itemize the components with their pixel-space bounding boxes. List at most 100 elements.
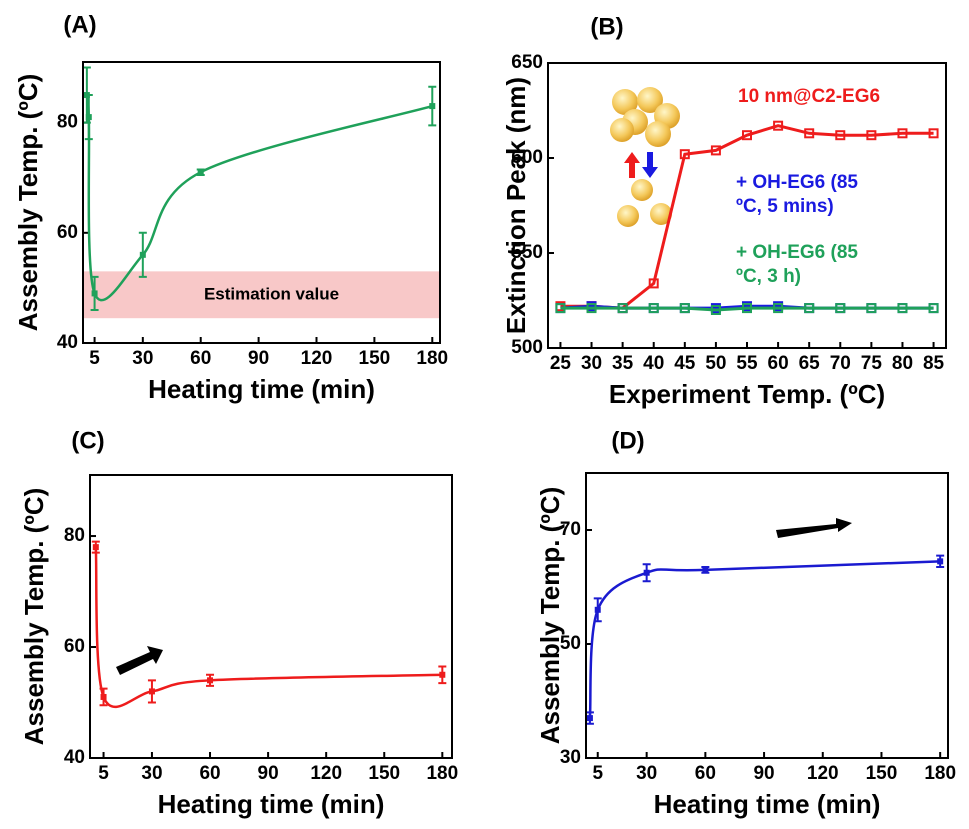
x-tick-label: 85 [923,353,945,374]
x-tick-label: 60 [190,348,211,369]
marker [92,544,99,551]
marker [866,303,877,314]
x-tick-label: 30 [581,353,602,374]
y-tick-label: 600 [511,147,543,168]
y-axis-label: Assembly Temp. (ºC) [19,488,49,746]
marker [773,120,784,131]
estimation-band [83,271,440,319]
x-tick-label: 30 [132,348,153,369]
x-tick-label: 90 [258,763,279,784]
x-tick-label: 5 [98,763,109,784]
y-tick-label: 60 [64,636,85,657]
x-tick-label: 30 [141,763,162,784]
marker [835,130,846,141]
marker [139,251,146,258]
marker [439,671,446,678]
annotation: Estimation value [204,284,339,303]
marker [710,305,721,315]
x-tick-label: 180 [924,763,956,784]
x-tick-label: 75 [861,353,883,374]
legend-label: + OH-EG6 (85 ºC, 5 mins) [736,172,858,217]
legend-entry: + OH-EG6 (85 ºC, 3 h) [736,242,858,287]
plot-frame [585,472,949,759]
marker [742,130,752,141]
marker [773,303,784,314]
marker [586,715,593,722]
line [560,306,934,312]
marker [937,558,944,565]
x-tick-label: 180 [426,763,458,784]
x-axis-label: Heating time (min) [148,374,375,404]
marker [148,688,155,695]
marker [207,677,214,684]
marker [555,303,566,314]
x-tick-label: 40 [643,353,664,374]
fit-curve [94,547,443,709]
x-tick-label: 120 [301,348,333,369]
marker [679,303,690,314]
marker [897,303,908,314]
fit-curve [588,560,941,719]
y-tick-label: 60 [57,222,78,243]
marker [835,303,846,314]
x-tick-label: 60 [768,353,789,374]
x-tick-label: 90 [753,763,774,784]
y-tick-label: 80 [64,525,85,546]
legend-entry: + OH-EG6 (85 ºC, 5 mins) [736,172,858,217]
marker [866,130,877,141]
y-tick-label: 30 [560,747,581,768]
marker [617,303,628,314]
trend-arrow [116,646,163,675]
marker [85,114,92,121]
x-tick-label: 70 [830,353,851,374]
x-tick-label: 5 [592,763,603,784]
x-tick-label: 55 [736,353,758,374]
marker [928,303,939,314]
x-tick-label: 50 [705,353,726,374]
panel-label: (C) [71,427,104,454]
x-axis-label: Experiment Temp. (ºC) [609,379,885,409]
nanoparticle-illustration [610,87,680,227]
marker [928,128,939,139]
x-tick-label: 90 [248,348,269,369]
marker [586,303,597,314]
y-axis-label: Assembly Temp. (ºC) [535,487,565,745]
x-tick-label: 80 [892,353,913,374]
x-tick-label: 45 [674,353,696,374]
x-tick-label: 30 [636,763,657,784]
plot-frame [89,474,453,759]
legend-label: 10 nm@C2-EG6 [738,86,881,107]
y-tick-label: 40 [57,332,78,353]
marker [648,278,659,289]
panel-label: (A) [63,11,96,38]
x-tick-label: 150 [368,763,400,784]
marker [710,145,721,156]
legend-label: + OH-EG6 (85 ºC, 3 h) [736,242,858,287]
x-tick-label: 120 [807,763,839,784]
trend-arrow [776,518,852,538]
panel-label: (D) [611,427,644,454]
y-tick-label: 500 [511,337,543,358]
x-tick-label: 35 [612,353,634,374]
marker [804,303,815,314]
y-tick-label: 70 [560,519,581,540]
plot-frame [82,61,441,344]
x-tick-label: 180 [416,348,448,369]
marker [742,303,752,314]
y-axis-label: Assembly Temp. (ºC) [13,74,43,332]
marker [702,566,709,573]
x-tick-label: 5 [89,348,100,369]
x-tick-label: 150 [359,348,391,369]
marker [429,103,436,110]
x-tick-label: 60 [199,763,220,784]
marker [897,128,908,139]
x-tick-label: 120 [310,763,342,784]
marker [594,606,601,613]
y-tick-label: 550 [511,242,543,263]
x-tick-label: 150 [866,763,898,784]
y-tick-label: 40 [64,747,85,768]
marker [100,693,107,700]
y-tick-label: 650 [511,52,543,73]
y-tick-label: 80 [57,112,78,133]
